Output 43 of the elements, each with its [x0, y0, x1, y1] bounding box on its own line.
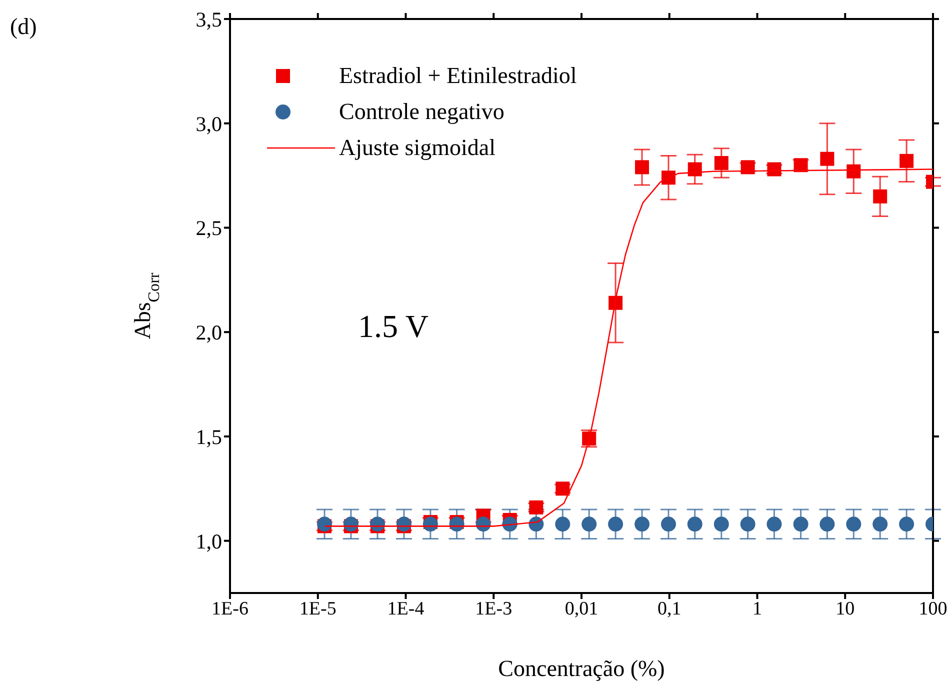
- x-axis-title: Concentração (%): [498, 656, 665, 681]
- legend-label: Controle negativo: [339, 98, 504, 126]
- y-tick-label: 3,5: [196, 7, 222, 32]
- x-tick-label: 1E-6: [212, 598, 248, 620]
- point: [582, 516, 597, 532]
- point: [608, 296, 623, 310]
- legend-label: Ajuste sigmoidal: [339, 134, 496, 162]
- voltage-label: 1.5 V: [358, 308, 429, 345]
- point: [846, 516, 862, 532]
- point: [634, 516, 650, 532]
- point: [900, 154, 914, 168]
- point: [688, 162, 702, 176]
- x-tick-label: 10: [836, 598, 855, 620]
- x-tick-label: 1E-5: [299, 598, 336, 620]
- x-tick-label: 1E-3: [475, 598, 512, 620]
- point: [766, 516, 782, 532]
- y-tick-label: 2,5: [196, 216, 222, 240]
- x-tick-label: 0,1: [658, 598, 682, 620]
- point: [872, 516, 888, 532]
- point: [846, 164, 861, 178]
- point: [740, 516, 756, 532]
- x-tick-label: 1E-4: [387, 598, 425, 620]
- point: [687, 516, 702, 532]
- y-tick-label: 3,0: [196, 112, 222, 136]
- point: [793, 516, 808, 532]
- point: [714, 156, 728, 170]
- point: [714, 516, 729, 532]
- x-tick-label: 100: [918, 598, 948, 620]
- legend-label: Estradiol + Etinilestradiol: [339, 62, 577, 90]
- point: [660, 516, 676, 532]
- panel-label: (d): [10, 14, 37, 40]
- point: [820, 516, 835, 532]
- x-tick-label: 1: [752, 598, 762, 620]
- point: [820, 152, 834, 166]
- point: [555, 516, 570, 532]
- point: [634, 160, 649, 174]
- point: [899, 516, 914, 532]
- point: [873, 189, 888, 204]
- y-tick-label: 2,0: [196, 320, 222, 345]
- point: [608, 516, 624, 532]
- y-tick-label: 1,0: [196, 529, 222, 554]
- x-tick-label: 0,01: [564, 598, 598, 620]
- y-tick-label: 1,5: [196, 424, 222, 449]
